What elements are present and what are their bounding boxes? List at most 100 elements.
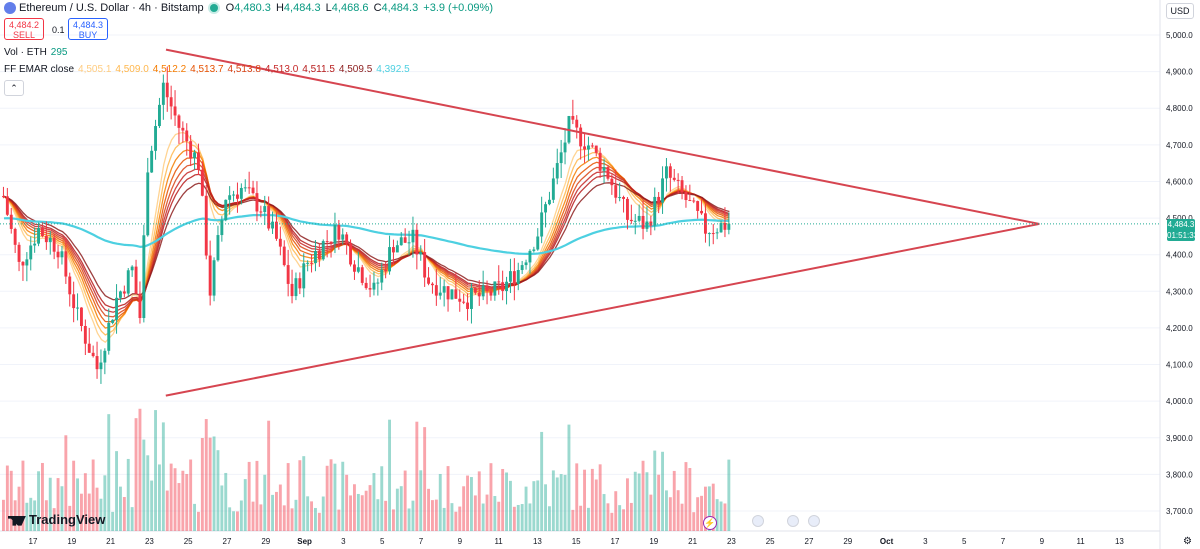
currency-button[interactable]: USD [1166,3,1194,19]
trendline[interactable] [165,48,1040,225]
volume-bar [306,496,310,531]
volume-bar [715,499,719,531]
buy-button[interactable]: 4,484.3 BUY [68,18,108,40]
candle-body [532,249,536,251]
time-tick-label: 13 [1115,537,1124,546]
volume-bar [676,490,680,531]
volume-bar [130,507,134,531]
volume-bar [298,460,302,531]
symbol-title[interactable]: Ethereum / U.S. Dollar · 4h · Bitstamp [19,2,204,15]
candle-body [72,294,76,309]
volume-bar [134,418,138,531]
candle-body [719,223,723,233]
ema-line [3,182,730,301]
candle-body [337,225,341,240]
volume-bar [17,486,21,531]
volume-bar [251,501,255,531]
candle-body [497,281,501,283]
time-tick-label: 9 [458,537,463,546]
candle-body [2,196,5,198]
volume-bar [653,450,657,531]
volume-bar [594,479,598,531]
candle-body [676,179,680,181]
candle-body [700,210,703,214]
candle-body [442,286,446,293]
volume-bar [579,505,583,531]
time-tick-label: 29 [843,537,852,546]
volume-legend[interactable]: Vol · ETH 295 [4,47,68,58]
candle-body [306,262,310,264]
price-tick-label: 4,800.0 [1166,104,1193,113]
price-tick-label: 4,100.0 [1166,361,1193,370]
change-readout: +3.9 (+0.09%) [423,2,493,14]
candle-body [21,261,25,266]
candle-body [419,252,423,255]
collapse-legend-icon[interactable]: ⌃ [4,80,24,96]
candle-body [672,177,676,180]
candle-body [446,286,450,300]
volume-bar [501,468,505,531]
volume-bar [286,463,290,531]
candle-body [622,197,625,199]
volume-bar [727,459,731,531]
volume-bar [321,496,325,531]
volume-bar [512,506,516,531]
candle-body [189,141,193,159]
volume-bar [446,466,450,531]
price-tick-label: 4,700.0 [1166,141,1193,150]
volume-bar [602,494,606,531]
candle-body [87,343,91,353]
candle-body [665,166,668,179]
candle-body [275,221,278,239]
volume-bar [524,486,528,531]
volume-bar [532,481,536,531]
candle-body [540,212,544,237]
candle-body [571,116,575,120]
candle-body [5,196,9,215]
candle-body [509,271,512,282]
ema-legend-value: 4,513.8 [227,64,261,75]
time-tick-label: 29 [261,537,270,546]
volume-bar [559,474,563,531]
volume-bar [551,470,555,531]
candle-body [146,172,150,236]
volume-bar [44,500,48,531]
candle-body [516,270,520,284]
time-tick-label: 23 [145,537,154,546]
candle-body [290,283,294,297]
settings-icon[interactable]: ⚙ [1183,536,1192,547]
candle-body [232,194,235,196]
candle-body [122,291,126,294]
us-event-flag-icon[interactable] [752,515,764,527]
sell-button[interactable]: 4,484.2 SELL [4,18,44,40]
tradingview-logo[interactable]: TradingView [8,512,105,527]
time-tick-label: 17 [29,537,38,546]
ema-line [3,131,730,344]
candle-body [610,178,614,186]
time-tick-label: 11 [1076,537,1085,546]
candle-body [345,234,349,244]
tradingview-mark-icon [8,515,26,526]
candle-body [52,237,56,252]
candle-body [489,291,493,296]
volume-bar [466,475,469,531]
candle-body [544,204,547,213]
volume-bar [138,408,142,531]
candle-body [590,145,594,147]
volume-bar [68,505,72,531]
us-event-flag-icon[interactable] [808,515,820,527]
candle-body [150,150,154,173]
candle-body [239,187,243,199]
volume-bar [224,472,228,531]
trendline[interactable] [165,222,1040,397]
us-event-flag-icon[interactable] [787,515,799,527]
volume-bar [454,511,458,531]
last-price-tag: 4,484.3 01:51:33 [1167,219,1199,241]
volume-bar [150,480,154,531]
flash-event-icon[interactable]: ⚡ [703,516,717,530]
volume-bar [200,437,204,531]
volume-bar [302,456,306,531]
volume-bar [384,500,388,531]
ema-legend[interactable]: FF EMAR close 4,505.1 4,509.0 4,512.2 4,513.… [4,64,414,75]
